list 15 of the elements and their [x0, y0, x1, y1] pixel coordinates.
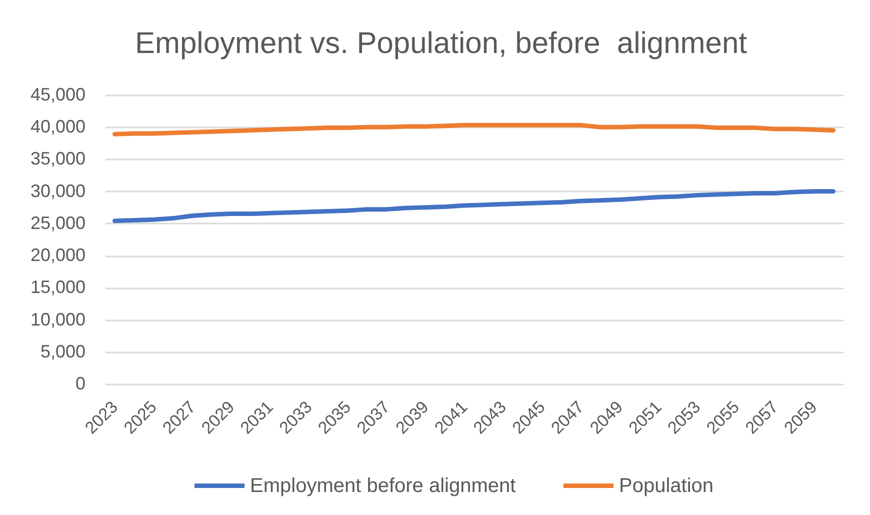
- y-tick-label: 10,000: [30, 309, 86, 330]
- y-tick-label: 45,000: [30, 84, 86, 104]
- y-tick-label: 15,000: [30, 277, 86, 298]
- y-tick-label: 0: [75, 374, 86, 394]
- y-tick-label: 5,000: [40, 341, 86, 362]
- line-series: [112, 122, 836, 136]
- y-tick-label: 30,000: [30, 180, 86, 201]
- legend-label: Population: [619, 474, 714, 497]
- y-tick-label: 20,000: [30, 245, 86, 266]
- line-series: [112, 189, 836, 224]
- legend-label: Employment before alignment: [250, 474, 516, 497]
- chart-title: Employment vs. Population, before alignment: [135, 27, 748, 60]
- y-tick-label: 25,000: [30, 212, 86, 233]
- y-tick-label: 40,000: [30, 116, 86, 137]
- y-tick-label: 35,000: [30, 148, 86, 169]
